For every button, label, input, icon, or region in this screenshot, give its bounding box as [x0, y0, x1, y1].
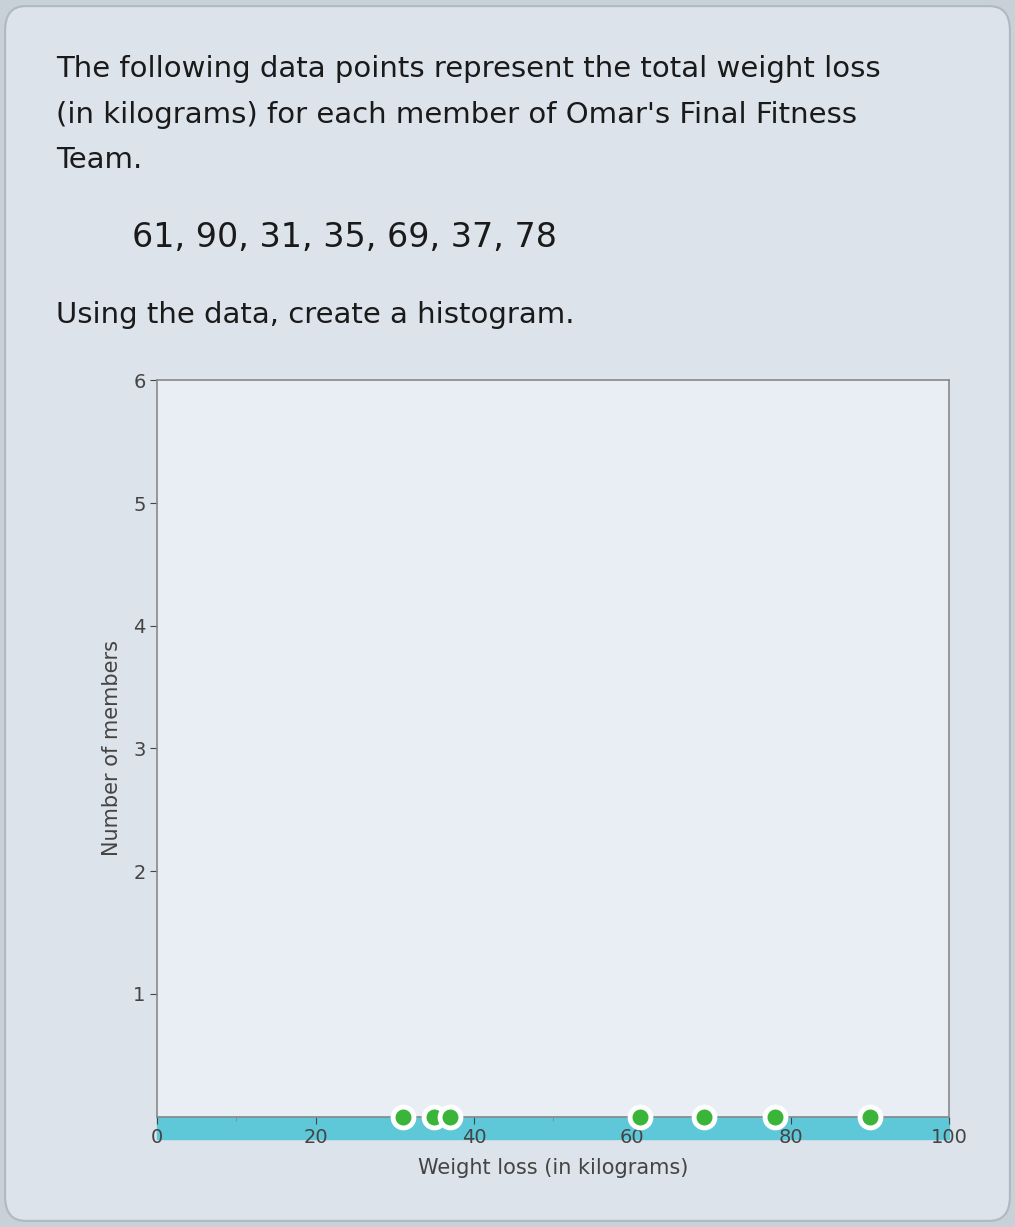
Y-axis label: Number of members: Number of members [102, 640, 122, 856]
Text: Team.: Team. [56, 146, 142, 174]
Text: Using the data, create a histogram.: Using the data, create a histogram. [56, 301, 574, 329]
Text: (in kilograms) for each member of Omar's Final Fitness: (in kilograms) for each member of Omar's… [56, 101, 857, 129]
Text: The following data points represent the total weight loss: The following data points represent the … [56, 55, 880, 83]
Bar [157, 1117, 949, 1139]
Text: 61, 90, 31, 35, 69, 37, 78: 61, 90, 31, 35, 69, 37, 78 [132, 221, 557, 254]
X-axis label: Weight loss (in kilograms): Weight loss (in kilograms) [418, 1158, 688, 1178]
